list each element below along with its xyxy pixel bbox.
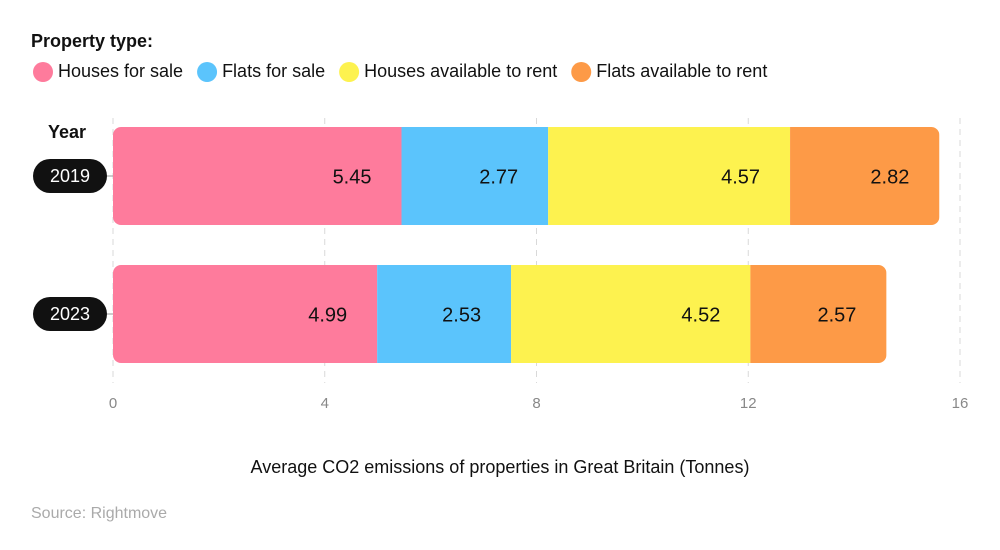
legend-label: Houses available to rent [364, 61, 557, 81]
legend-label: Houses for sale [58, 61, 183, 81]
legend-marker [339, 62, 360, 82]
data-label: 4.57 [721, 166, 760, 188]
category-pill [33, 159, 107, 193]
y-axis-label: Year [48, 122, 86, 142]
category-pill [33, 297, 107, 331]
bar-segment [401, 127, 549, 225]
data-label: 2.77 [479, 166, 518, 188]
legend-label: Flats available to rent [596, 61, 767, 81]
bar-segment [113, 127, 402, 225]
bar-segment [511, 265, 751, 363]
data-label: 4.52 [681, 304, 720, 326]
bar-segment [548, 127, 791, 225]
x-tick-label: 16 [952, 395, 969, 412]
bar-segment [750, 265, 887, 363]
x-tick-label: 8 [532, 395, 540, 412]
bar-segment [377, 265, 512, 363]
data-label: 2.57 [817, 304, 856, 326]
x-tick-label: 0 [109, 395, 117, 412]
data-label: 2.82 [870, 166, 909, 188]
bar-segment [790, 127, 940, 225]
bar-segment [113, 265, 378, 363]
legend-marker [197, 62, 218, 82]
bar-group [113, 265, 887, 363]
legend-marker [33, 62, 53, 82]
x-tick-label: 4 [321, 395, 329, 412]
legend-title: Property type: [31, 31, 153, 51]
source: Source: Rightmove [31, 505, 167, 522]
data-label: 4.99 [308, 304, 347, 326]
data-label: 2.53 [442, 304, 481, 326]
y-tick-label: 2023 [50, 304, 90, 324]
x-axis-label: Average CO2 emissions of properties in G… [251, 457, 750, 477]
x-tick-label: 12 [740, 395, 757, 412]
bar-group [113, 127, 940, 225]
legend-marker [571, 62, 592, 82]
legend-label: Flats for sale [222, 61, 325, 81]
y-tick-label: 2019 [50, 166, 90, 186]
data-label: 5.45 [333, 166, 372, 188]
